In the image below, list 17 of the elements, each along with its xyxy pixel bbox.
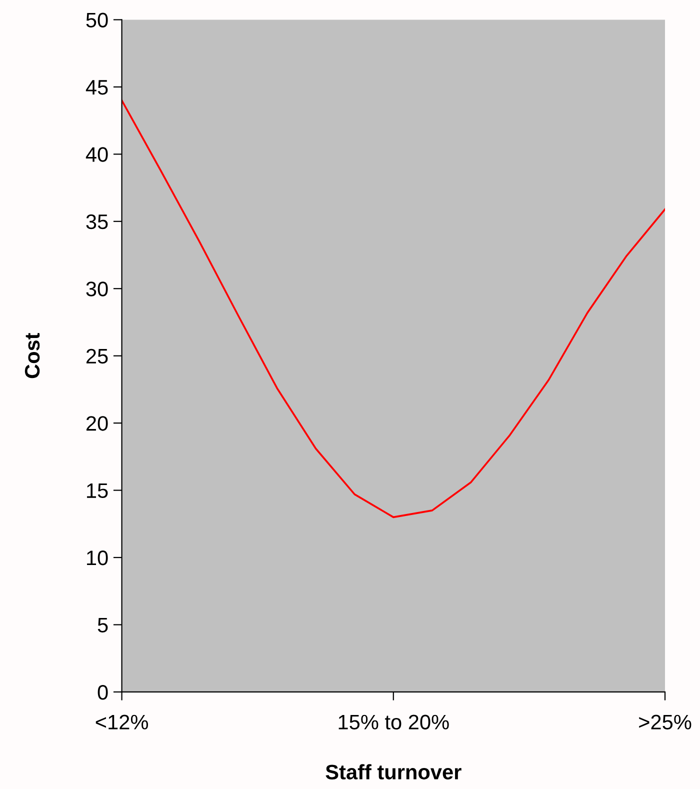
y-tick-label: 50 bbox=[86, 12, 108, 28]
x-tick-label: >25% bbox=[639, 714, 692, 730]
y-tick-label: 0 bbox=[98, 684, 108, 700]
y-tick-label: 25 bbox=[86, 348, 108, 364]
y-tick-label: 45 bbox=[86, 80, 108, 95]
x-tick-label: <12% bbox=[96, 714, 148, 730]
y-tick-label: 10 bbox=[87, 550, 108, 566]
y-tick-label: 40 bbox=[86, 147, 108, 162]
y-axis-title: Cost bbox=[24, 332, 40, 378]
y-tick-label: 15 bbox=[87, 484, 108, 498]
y-tick-label: 20 bbox=[86, 416, 108, 431]
line-series bbox=[122, 99, 665, 518]
x-tick-label: 15% to 20% bbox=[338, 714, 449, 730]
y-tick-label: 5 bbox=[98, 618, 108, 632]
x-axis-title: Staff turnover bbox=[326, 764, 462, 780]
y-tick-label: 30 bbox=[86, 282, 108, 296]
y-tick-label: 35 bbox=[86, 214, 108, 230]
